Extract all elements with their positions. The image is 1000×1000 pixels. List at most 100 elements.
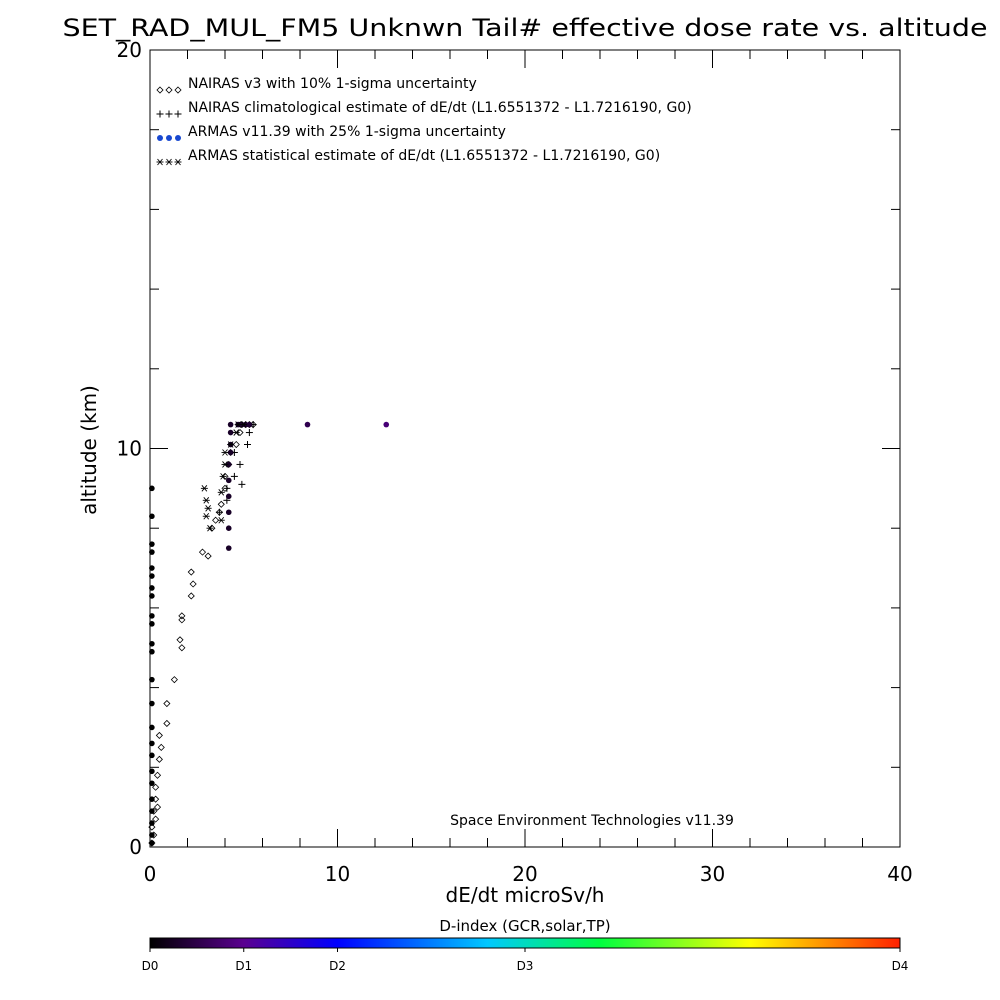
legend: NAIRAS v3 with 10% 1-sigma uncertainty NA… [156, 76, 692, 166]
nairas-clim-marker [238, 480, 246, 488]
armas-stat-marker [200, 485, 208, 492]
armas-marker [149, 621, 155, 627]
nairas-marker [153, 771, 162, 779]
armas-stat-marker [217, 516, 225, 524]
armas-marker [227, 429, 234, 436]
colorbar-label: D0 [142, 959, 159, 973]
tick-labels: 0 10 20 30 40 0 10 20 [117, 38, 913, 886]
nairas-marker [212, 516, 220, 524]
nairas-marker [170, 676, 178, 684]
armas-marker [149, 752, 155, 759]
armas-marker [225, 461, 232, 468]
armas-stat-marker [240, 421, 248, 428]
x-tick-label: 30 [700, 862, 725, 886]
x-tick-label: 20 [512, 862, 537, 886]
nairas-marker [178, 616, 186, 624]
armas-marker [149, 780, 155, 787]
armas-marker [225, 545, 232, 551]
nairas-clim-marker [156, 110, 164, 118]
armas-marker [149, 541, 155, 547]
nairas-marker [221, 472, 229, 480]
nairas-clim-marker [215, 508, 223, 516]
legend-symbol [157, 135, 163, 141]
armas-marker [225, 525, 232, 531]
nairas-marker [236, 428, 244, 437]
armas-marker [149, 796, 155, 802]
nairas-marker [208, 524, 216, 532]
legend-item: ARMAS v11.39 with 25% 1-sigma uncertaint… [157, 124, 506, 141]
chart-title: SET_RAD_MUL_FM5 Unknwn Tail# effective d… [63, 14, 988, 42]
axis-ticks [149, 49, 901, 848]
armas-marker [149, 613, 155, 619]
colorbar-title: D-index (GCR,solar,TP) [439, 917, 610, 935]
armas-stat-marker [156, 158, 164, 166]
nairas-marker [153, 803, 162, 811]
nairas-marker [178, 644, 186, 652]
armas-marker [304, 421, 311, 428]
armas-stat-marker [221, 461, 229, 468]
nairas-marker [217, 500, 225, 508]
armas-marker [149, 724, 155, 731]
armas-marker [149, 768, 155, 775]
nairas-marker [163, 719, 171, 728]
colorbar-label: D4 [892, 959, 909, 973]
colorbar-label: D3 [517, 959, 534, 973]
nairas-clim-marker [230, 472, 238, 480]
nairas-marker [187, 568, 195, 576]
x-tick-label: 40 [887, 862, 912, 886]
y-axis-label: altitude (km) [77, 385, 101, 515]
y-tick-label: 0 [129, 835, 142, 859]
armas-marker [227, 421, 234, 428]
legend-symbol [175, 135, 181, 141]
nairas-marker [156, 86, 164, 94]
y-tick-label: 10 [117, 437, 142, 461]
nairas-marker [155, 755, 163, 763]
nairas-marker [174, 86, 182, 94]
armas-stat-marker [202, 512, 210, 520]
armas-marker [149, 648, 155, 655]
armas-marker [383, 421, 390, 428]
armas-stat-marker [202, 497, 210, 504]
armas-marker [246, 421, 253, 428]
legend-label: ARMAS statistical estimate of dE/dt (L1.… [188, 148, 660, 164]
armas-marker [149, 676, 155, 683]
armas-marker [149, 740, 155, 747]
armas-marker [149, 593, 155, 599]
legend-label: ARMAS v11.39 with 25% 1-sigma uncertaint… [188, 124, 506, 140]
armas-marker [149, 832, 155, 838]
armas-marker [149, 700, 155, 707]
nairas-clim-marker [245, 429, 253, 437]
nairas-clim-marker [236, 460, 244, 468]
legend-item: NAIRAS climatological estimate of dE/dt … [156, 100, 692, 118]
nairas-marker [152, 815, 160, 823]
armas-marker [149, 549, 155, 555]
nairas-marker [198, 548, 207, 556]
colorbar [149, 937, 901, 949]
armas-marker [149, 573, 155, 579]
armas-marker [149, 820, 155, 826]
colorbar-labels: D0 D1 D2 D3 D4 [142, 948, 909, 973]
nairas-clim-marker [223, 484, 231, 492]
nairas-marker [152, 783, 160, 791]
armas-marker [149, 640, 155, 647]
armas-marker [149, 840, 155, 846]
armas-stat-marker [206, 524, 214, 532]
nairas-marker [157, 743, 165, 751]
nairas-marker [176, 636, 184, 644]
armas-stat-marker [217, 489, 225, 496]
legend-symbol [166, 135, 172, 141]
nairas-clim-marker [165, 110, 173, 118]
x-tick-label: 0 [144, 862, 157, 886]
armas-stat-marker [174, 158, 182, 166]
nairas-marker [204, 552, 212, 560]
armas-stat-marker [221, 449, 229, 456]
legend-item: NAIRAS v3 with 10% 1-sigma uncertainty [156, 76, 477, 94]
nairas-clim-marker [174, 110, 182, 118]
armas-stat-marker [204, 504, 212, 512]
armas-marker [149, 585, 155, 591]
y-tick-label: 20 [117, 38, 142, 62]
nairas-marker [187, 592, 195, 600]
armas-marker [227, 449, 234, 456]
armas-marker [149, 565, 155, 571]
